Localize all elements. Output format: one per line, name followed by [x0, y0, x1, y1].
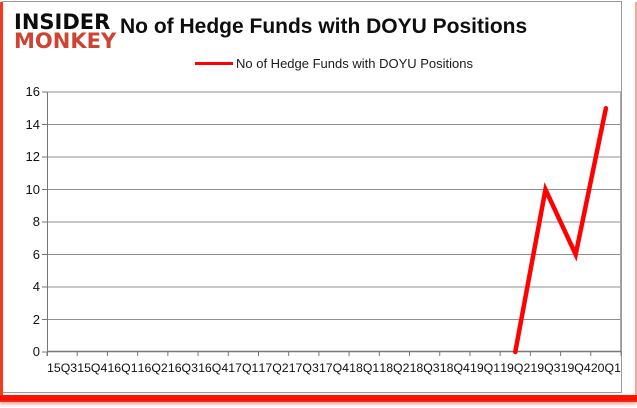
x-axis-label: 17Q2 [258, 361, 289, 375]
y-axis-label: 6 [32, 246, 40, 262]
y-axis-label: 0 [32, 344, 40, 359]
x-axis-label: 16Q2 [137, 361, 168, 375]
x-axis-label: 16Q4 [198, 361, 229, 375]
logo-line-monkey: MONKEY [14, 29, 117, 53]
x-axis-label: 17Q1 [228, 361, 259, 375]
legend-label: No of Hedge Funds with DOYU Positions [236, 55, 473, 71]
x-axis-label: 18Q3 [409, 361, 440, 375]
x-axis-label: 19Q3 [530, 361, 561, 375]
y-axis-label: 14 [25, 116, 40, 132]
y-axis-label: 10 [25, 181, 40, 197]
series-line [513, 106, 609, 355]
x-axis-label: 15Q4 [77, 361, 108, 375]
x-axis-label: 19Q1 [469, 361, 501, 375]
x-axis-label: 19Q2 [500, 361, 531, 375]
chart-title: No of Hedge Funds with DOYU Positions [120, 15, 528, 38]
y-axis-label: 16 [25, 84, 40, 99]
x-axis-label: 18Q4 [439, 361, 470, 375]
x-axis-label: 19Q4 [560, 361, 591, 375]
y-axis-label: 2 [32, 311, 40, 327]
logo-line-insider: INSIDER [14, 10, 111, 34]
plot-svg [42, 91, 622, 356]
plot-area [42, 91, 622, 356]
x-axis-label: 18Q1 [349, 361, 380, 375]
y-axis-label: 4 [32, 279, 40, 294]
insider-monkey-logo: INSIDER MONKEY [14, 12, 116, 52]
legend-line-swatch [195, 61, 233, 65]
y-axis-label: 12 [25, 149, 40, 164]
x-axis-label: 17Q4 [318, 361, 350, 375]
frame-accent-left [0, 2, 3, 396]
chart-legend: No of Hedge Funds with DOYU Positions [47, 54, 621, 72]
x-axis-labels: 15Q3 15Q4 16Q1 16Q2 16Q3 16Q4 17Q1 17Q2 17Q3 17Q4… [47, 361, 621, 377]
x-axis-label: 18Q2 [379, 361, 410, 375]
frame-accent-right [635, 2, 637, 396]
x-axis-label: 20Q1 [590, 361, 621, 375]
x-axis-label: 16Q3 [167, 361, 198, 375]
x-axis-label: 16Q1 [107, 361, 138, 375]
frame-accent-bottom [0, 395, 637, 402]
x-axis-label: 17Q3 [288, 361, 319, 375]
x-axis-label: 15Q3 [47, 361, 78, 375]
y-axis-label: 8 [32, 214, 40, 229]
